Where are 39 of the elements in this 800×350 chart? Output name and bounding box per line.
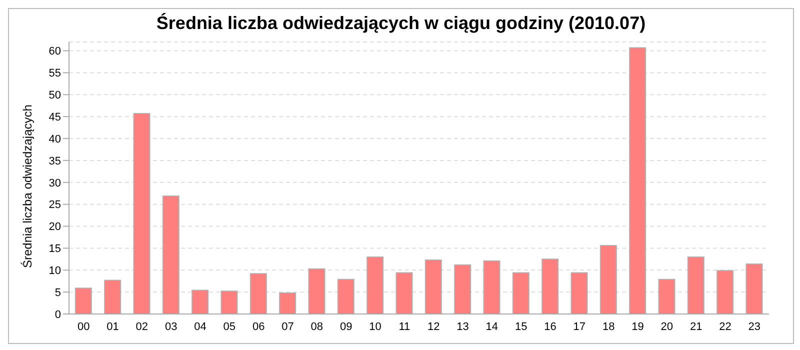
x-tick-label: 18 [602,320,615,333]
x-tick-label: 01 [106,320,119,333]
x-tick-label: 14 [486,320,498,333]
x-tick-label: 22 [719,320,732,333]
x-tick-label: 17 [573,320,586,333]
x-tick-label: 09 [340,320,352,333]
y-tick-label: 10 [48,265,61,278]
x-tick-label: 07 [282,320,294,333]
chart-title: Średnia liczba odwiedzających w ciągu godziny (2010.07) [155,13,647,34]
x-tick-label: 12 [427,320,440,333]
x-tick-label: 13 [456,320,469,333]
x-tick-label: 10 [369,320,382,333]
y-tick-label: 45 [48,111,61,124]
y-tick-label: 40 [48,133,61,146]
x-tick-label: 00 [77,320,90,333]
y-tick-label: 30 [48,177,61,190]
x-tick-label: 20 [660,320,674,333]
y-tick-label: 35 [48,155,61,168]
x-tick-label: 08 [310,320,324,333]
x-tick-label: 16 [544,320,556,333]
y-tick-label: 60 [48,46,61,58]
y-tick-label: 15 [48,243,61,256]
x-tick-label: 15 [514,320,528,333]
y-tick-label: 50 [48,90,61,102]
x-tick-label: 04 [194,320,206,333]
x-tick-label: 21 [690,320,702,333]
x-tick-label: 23 [748,320,761,333]
x-tick-label: 05 [223,320,236,333]
x-tick-label: 06 [252,320,265,333]
y-tick-label: 55 [48,68,61,80]
y-axis-title: Średnia liczba odwiedzających [20,104,34,268]
y-tick-label: 0 [54,308,61,321]
x-tick-label: 19 [632,320,644,333]
y-tick-label: 20 [48,221,61,234]
x-tick-label: 02 [136,320,148,333]
x-tick-label: 03 [164,320,178,333]
y-tick-label: 5 [54,286,61,299]
y-tick-label: 25 [48,199,61,212]
x-tick-label: 11 [398,320,410,333]
